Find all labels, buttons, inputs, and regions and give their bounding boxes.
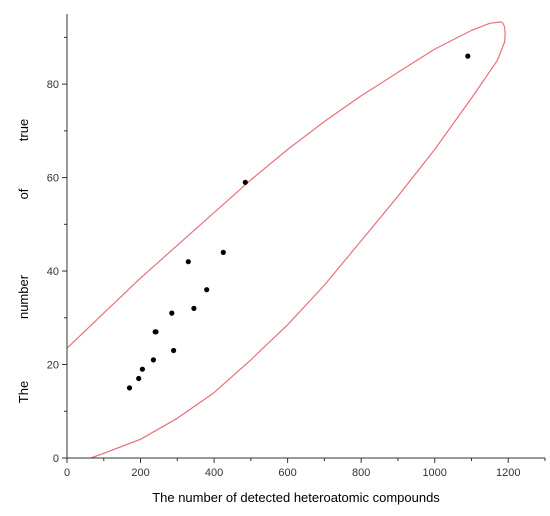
- y-axis-title-word: The: [16, 381, 31, 403]
- data-point: [465, 53, 471, 59]
- y-tick-label: 60: [47, 173, 59, 185]
- x-tick-label: 400: [205, 467, 223, 479]
- x-tick-label: 1200: [496, 467, 520, 479]
- y-tick-label: 80: [47, 79, 59, 91]
- y-axis-title-word: of: [16, 188, 31, 199]
- data-point: [191, 305, 197, 311]
- data-point: [185, 259, 191, 265]
- x-tick-label: 1000: [422, 467, 446, 479]
- data-point: [150, 357, 156, 363]
- y-axis-title-word: true: [16, 119, 31, 141]
- x-tick-label: 800: [352, 467, 370, 479]
- data-point: [169, 310, 175, 316]
- confidence-ellipse: [67, 21, 506, 458]
- data-point: [153, 329, 159, 335]
- axes: 0 200 400 600 800 1000 1200 0 20 40 60 80: [47, 14, 546, 479]
- x-tick-label: 600: [278, 467, 296, 479]
- data-point: [126, 385, 133, 391]
- y-tick-label: 0: [53, 453, 59, 465]
- y-axis-title: The number of true: [16, 119, 31, 403]
- data-point: [171, 347, 177, 354]
- y-tick-label: 40: [47, 266, 59, 278]
- y-axis-title-word: number: [16, 274, 31, 319]
- data-point: [139, 366, 145, 372]
- data-point: [242, 179, 248, 185]
- x-tick-label: 200: [131, 467, 149, 479]
- x-tick-label: 0: [64, 467, 70, 479]
- data-point: [204, 287, 210, 293]
- y-tick-label: 20: [47, 360, 59, 372]
- data-point: [220, 249, 226, 255]
- plot-area: [67, 21, 506, 458]
- x-axis-title: The number of detected heteroatomic comp…: [152, 490, 440, 505]
- data-point: [136, 375, 142, 382]
